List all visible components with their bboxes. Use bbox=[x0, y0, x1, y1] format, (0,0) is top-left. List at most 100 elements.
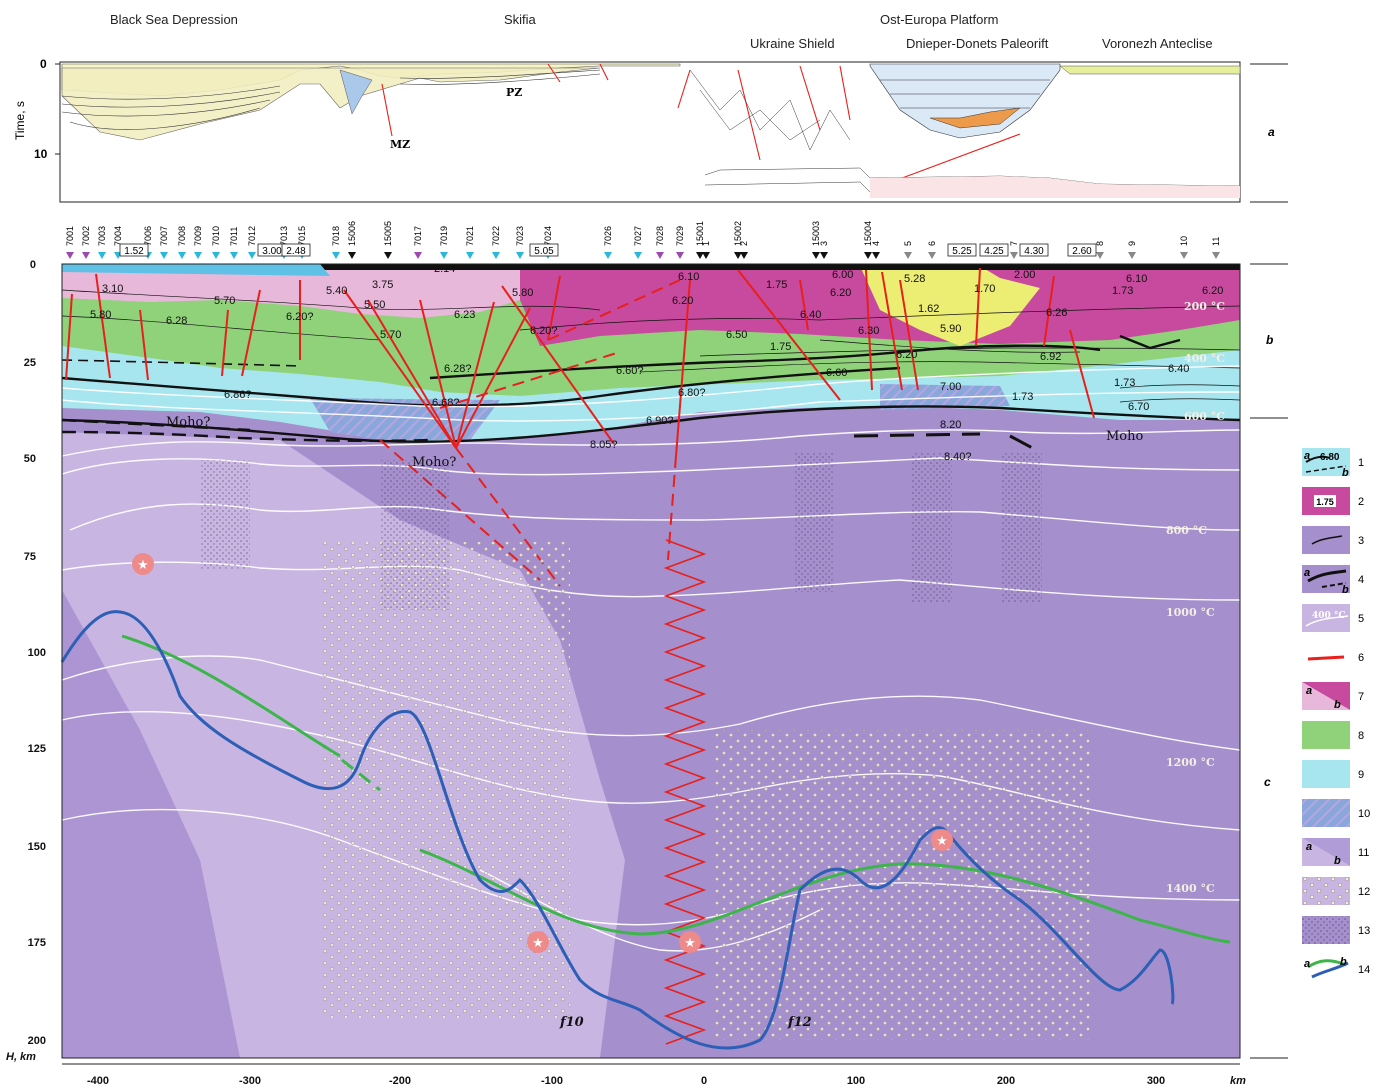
distance-tick: -200 bbox=[389, 1075, 411, 1087]
zone-label-f12: f12 bbox=[787, 1015, 812, 1030]
moho-label-1: Moho? bbox=[166, 415, 210, 430]
boxed-value-frame bbox=[979, 243, 1009, 257]
legend-number: 3 bbox=[1358, 535, 1364, 547]
station-marker-icon bbox=[634, 252, 642, 259]
station-label: 4 bbox=[871, 241, 881, 246]
vel-label: 6.10 bbox=[1126, 273, 1147, 285]
station-label: 1 bbox=[701, 241, 711, 246]
isotherm-label-1200: 1200 °C bbox=[1166, 756, 1215, 769]
station-label: 7021 bbox=[465, 226, 475, 246]
boxed-value-frame bbox=[1019, 243, 1049, 257]
station-label: 11 bbox=[1211, 237, 1221, 246]
vel-label: 6.28? bbox=[444, 363, 472, 375]
station-marker-icon bbox=[66, 252, 74, 259]
isotherm-label-1400: 1400 °C bbox=[1166, 882, 1215, 895]
station-label: 7023 bbox=[515, 226, 525, 246]
vel-label: 2.14 bbox=[434, 263, 455, 275]
vel-label: 6.40 bbox=[800, 309, 821, 321]
depth-tick: 25 bbox=[24, 357, 36, 369]
label-mz: MZ bbox=[390, 138, 410, 151]
legend-number: 5 bbox=[1358, 613, 1364, 625]
station-label: 7028 bbox=[655, 226, 665, 246]
vel-label: 6.86? bbox=[224, 389, 252, 401]
legend-sub-a: a bbox=[1306, 841, 1312, 853]
station-marker-icon bbox=[604, 252, 612, 259]
station-marker-icon bbox=[178, 252, 186, 259]
vel-label: 6.20 bbox=[830, 287, 851, 299]
vel-label: 5.50 bbox=[364, 299, 385, 311]
station-label: 10 bbox=[1179, 236, 1189, 246]
vel-label: 6.30 bbox=[858, 325, 879, 337]
depth-tick: 0 bbox=[30, 259, 36, 271]
legend-sub-b: b bbox=[1342, 584, 1349, 596]
legend-value: 1.75 bbox=[1316, 497, 1334, 507]
vel-label: 6.20? bbox=[286, 311, 314, 323]
station-label: 7024 bbox=[543, 226, 553, 246]
legend-sub-b: b bbox=[1340, 956, 1347, 968]
vel-label: 1.62 bbox=[918, 303, 939, 315]
vel-label: 3.10 bbox=[102, 283, 123, 295]
vel-label: 6.20 bbox=[672, 295, 693, 307]
legend-value: 400 °C bbox=[1312, 611, 1346, 621]
boxed-value: 5.25 bbox=[952, 246, 972, 257]
boxed-value-frame bbox=[947, 243, 977, 257]
region-ost-europa: Ost-Europa Platform bbox=[880, 12, 999, 27]
boxed-value-frame bbox=[119, 243, 149, 257]
legend-number: 4 bbox=[1358, 574, 1364, 586]
fault-lines bbox=[65, 267, 1095, 457]
crust-pink bbox=[62, 264, 520, 318]
station-marker-icon bbox=[904, 252, 912, 259]
station-label: 3 bbox=[819, 241, 829, 246]
panel-letter-a: a bbox=[1268, 125, 1275, 139]
boxed-value: 2.48 bbox=[286, 246, 306, 257]
station-marker-icon bbox=[82, 252, 90, 259]
depth-tick: 100 bbox=[28, 647, 46, 659]
earthquake-stars: ★ ★ ★ ★ bbox=[132, 553, 953, 953]
station-label: 7010 bbox=[211, 226, 221, 246]
depth-tick: 150 bbox=[28, 841, 46, 853]
region-black-sea: Black Sea Depression bbox=[110, 12, 238, 27]
panel-a-tick-10: 10 bbox=[34, 147, 48, 161]
isotherm-label-600: 600 °C bbox=[1184, 410, 1225, 423]
station-label: 7003 bbox=[97, 226, 107, 246]
boxed-value-frame bbox=[529, 243, 559, 257]
boxed-value: 3.00 bbox=[262, 246, 282, 257]
depth-tick: 50 bbox=[24, 453, 36, 465]
vel-label: 6.10 bbox=[678, 271, 699, 283]
legend-sub-a: a bbox=[1304, 958, 1310, 970]
boxed-value: 4.30 bbox=[1024, 246, 1044, 257]
boxed-value: 1.52 bbox=[124, 246, 144, 257]
station-marker-icon bbox=[1212, 252, 1220, 259]
isotherm-label-200: 200 °C bbox=[1184, 300, 1225, 313]
distance-tick: -400 bbox=[87, 1075, 109, 1087]
station-label: 7027 bbox=[633, 226, 643, 246]
vel-label: 2.00 bbox=[1014, 269, 1035, 281]
station-marker-icon bbox=[516, 252, 524, 259]
distance-axis: -400 -300 -200 -100 0 100 200 300 km bbox=[62, 1063, 1246, 1087]
station-label: 15006 bbox=[347, 221, 357, 246]
moho-label-2: Moho? bbox=[412, 455, 456, 470]
station-label: 8 bbox=[1095, 241, 1105, 246]
panel-letter-b: b bbox=[1266, 333, 1273, 347]
region-ukraine-shield: Ukraine Shield bbox=[750, 36, 835, 51]
legend-number: 12 bbox=[1358, 886, 1370, 898]
station-label: 15001 bbox=[695, 221, 705, 246]
distance-tick: 100 bbox=[847, 1075, 865, 1087]
region-dnieper-donets: Dnieper-Donets Paleorift bbox=[906, 36, 1049, 51]
station-marker-icon bbox=[1128, 252, 1136, 259]
station-label: 7011 bbox=[229, 227, 239, 246]
vel-label: 6.20? bbox=[530, 325, 558, 337]
station-label: 7009 bbox=[193, 226, 203, 246]
panel-a: MZ PZ Time, s 0 10 a bbox=[13, 57, 1288, 203]
station-marker-icon bbox=[248, 252, 256, 259]
vel-label: 6.40 bbox=[1168, 363, 1189, 375]
legend-number: 13 bbox=[1358, 925, 1370, 937]
station-label: 7001 bbox=[65, 226, 75, 246]
legend-number: 7 bbox=[1358, 691, 1364, 703]
green-curve bbox=[419, 848, 1231, 944]
vel-label: 8.20 bbox=[940, 419, 961, 431]
station-marker-icon bbox=[812, 252, 820, 259]
zone-label-f10: f10 bbox=[559, 1015, 584, 1030]
